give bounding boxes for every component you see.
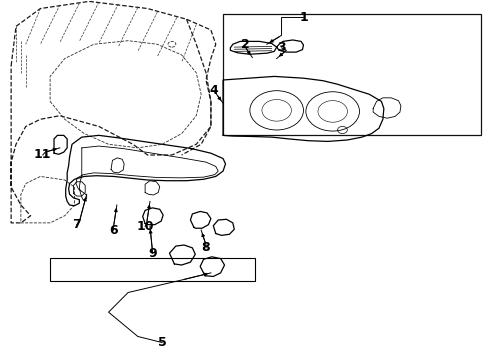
Text: 2: 2 (241, 38, 249, 51)
Bar (223, 14, 481, 135)
Text: 8: 8 (202, 241, 210, 255)
Text: 5: 5 (158, 336, 167, 349)
Text: 1: 1 (299, 11, 308, 24)
Text: 11: 11 (34, 148, 51, 162)
Text: 3: 3 (277, 41, 286, 54)
Text: 4: 4 (209, 84, 218, 97)
Text: 10: 10 (136, 220, 154, 233)
Text: 6: 6 (109, 224, 118, 237)
Text: 7: 7 (73, 218, 81, 231)
Text: 9: 9 (148, 247, 157, 260)
Bar (50, 257, 255, 281)
